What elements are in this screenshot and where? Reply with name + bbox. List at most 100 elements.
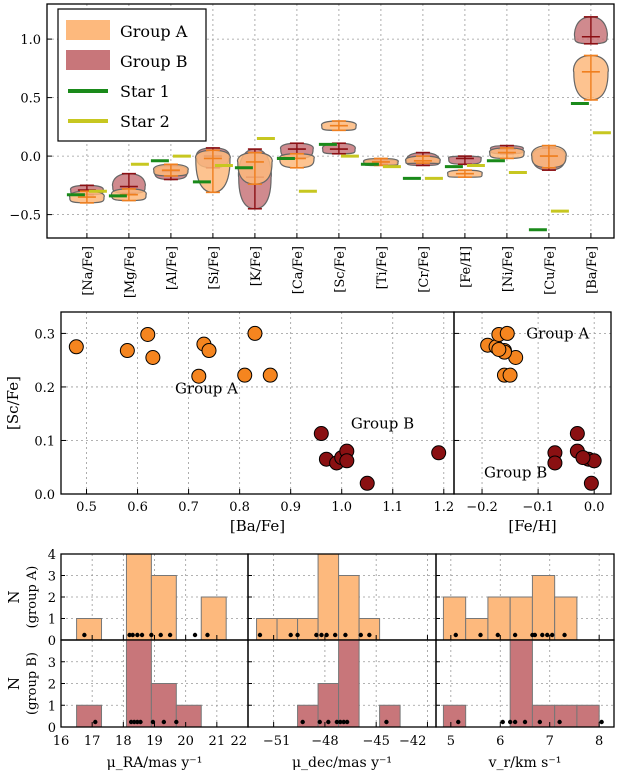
- member-dot: [512, 719, 518, 725]
- xtick-label: 8: [595, 734, 603, 749]
- xtick-label: 0.6: [127, 500, 148, 515]
- xtick-label: 22: [230, 734, 247, 749]
- group-a-bar: [76, 618, 103, 641]
- category-label: [Ca/Fe]: [291, 246, 306, 294]
- ytick-label: 0.3: [34, 327, 55, 342]
- xtick-label: 0.7: [178, 500, 199, 515]
- member-dot: [341, 719, 346, 725]
- category-label: [Al/Fe]: [165, 246, 180, 290]
- abundance-violin-panel: −0.5 0.0 0.5 1.0 [Na/Fe] [Mg/Fe] [Al/Fe] [Si/Fe…: [9, 3, 615, 298]
- group-a-annotation: Group A: [526, 324, 589, 342]
- group-a-point: [201, 343, 217, 359]
- group-a-point: [502, 367, 518, 383]
- member-dot: [324, 632, 329, 638]
- legend-label: Group A: [120, 22, 188, 41]
- member-dot: [82, 632, 87, 638]
- group-b-bar: [125, 639, 152, 728]
- row-label: N: [5, 590, 23, 603]
- category-label: [Ni/Fe]: [501, 246, 516, 292]
- group-b-bar: [531, 704, 556, 728]
- x-axis-label: v_r/km s⁻¹: [488, 755, 562, 771]
- scatter-axes: [453, 311, 612, 495]
- ytick-label: 1: [48, 613, 56, 628]
- ytick-label: 0.1: [34, 434, 55, 449]
- member-dot: [93, 719, 98, 725]
- member-dot: [205, 632, 210, 638]
- x-axis-label: [Ba/Fe]: [230, 517, 285, 535]
- group-b-bar: [509, 639, 533, 728]
- ytick-label: 0.0: [20, 150, 41, 165]
- member-dot: [130, 632, 135, 638]
- row-label: N: [5, 677, 23, 690]
- ytick-label: −0.5: [9, 209, 41, 224]
- xtick-label: 1.0: [331, 500, 352, 515]
- xtick-label: 0.9: [280, 500, 301, 515]
- xtick-label: −0.1: [522, 500, 554, 515]
- group-a-bar: [531, 575, 556, 641]
- member-dot: [158, 632, 163, 638]
- member-dot: [138, 719, 143, 725]
- member-dot: [367, 632, 372, 638]
- member-dot: [344, 719, 350, 725]
- category-label: [Cu/Fe]: [543, 246, 558, 295]
- member-dot: [478, 632, 483, 638]
- member-dot: [135, 632, 140, 638]
- legend-label: Star 1: [120, 82, 170, 101]
- group-a-bar: [276, 618, 299, 641]
- group-a-bar: [338, 575, 360, 641]
- member-dot: [557, 719, 562, 725]
- member-dot: [338, 719, 343, 725]
- member-dot: [167, 632, 173, 638]
- xtick-label: 7: [546, 734, 554, 749]
- group-b-bar: [175, 704, 202, 728]
- legend-label: Star 2: [120, 112, 170, 131]
- group-b-bar: [554, 704, 578, 728]
- member-dot: [295, 632, 300, 638]
- x-axis-label: μ_dec/mas y⁻¹: [292, 755, 392, 771]
- group-b-bar: [379, 704, 401, 728]
- group-b-point: [583, 475, 599, 491]
- xtick-label: 1.1: [382, 500, 403, 515]
- category-label: [Sc/Fe]: [333, 246, 348, 293]
- member-dot: [384, 719, 389, 725]
- category-label: [Fe/H]: [459, 246, 474, 288]
- member-dot: [127, 632, 132, 638]
- group-b-bar: [576, 704, 600, 728]
- x-axis-label: μ_RA/mas y⁻¹: [107, 755, 203, 771]
- xtick-label: 20: [177, 734, 194, 749]
- group-a-bar: [200, 596, 227, 641]
- group-b-annotation: Group B: [484, 464, 547, 482]
- member-dot: [139, 632, 145, 638]
- member-dot: [192, 632, 198, 638]
- ytick-label: 0: [48, 634, 56, 649]
- member-dot: [599, 719, 604, 725]
- member-dot: [456, 719, 461, 725]
- xtick-label: 0.5: [76, 500, 97, 515]
- member-dot: [317, 719, 322, 725]
- member-dot: [532, 632, 538, 638]
- group-a-point: [499, 325, 515, 341]
- ytick-label: 1.0: [20, 33, 41, 48]
- xtick-label: 5: [447, 734, 455, 749]
- group-a-bar: [465, 618, 489, 641]
- group-b-bar: [442, 704, 467, 728]
- category-label: [K/Fe]: [249, 246, 264, 286]
- group-b-bar: [338, 639, 360, 728]
- group-a-annotation: Group A: [175, 380, 238, 398]
- xtick-label: 17: [84, 734, 101, 749]
- legend-swatch: [66, 20, 110, 40]
- group-b-bar: [76, 704, 103, 728]
- group-a-point: [262, 367, 278, 383]
- group-b-point: [547, 455, 563, 471]
- group-b-point: [431, 445, 447, 461]
- member-dot: [149, 632, 154, 638]
- group-b-bar: [297, 704, 319, 728]
- category-label: [Na/Fe]: [81, 246, 96, 296]
- member-dot: [512, 632, 518, 638]
- group-b-bar: [150, 683, 177, 728]
- x-axis-label: [Fe/H]: [508, 517, 556, 535]
- group-a-bar: [317, 553, 340, 641]
- category-label: [Cr/Fe]: [417, 246, 432, 293]
- ytick-label: 4: [48, 548, 56, 563]
- histogram-panels: 0 1 2 3 4 0 1 2 3 16 17 18 19 20 21 22 μ_RA/mas y⁻¹ −51 −4…: [5, 548, 615, 771]
